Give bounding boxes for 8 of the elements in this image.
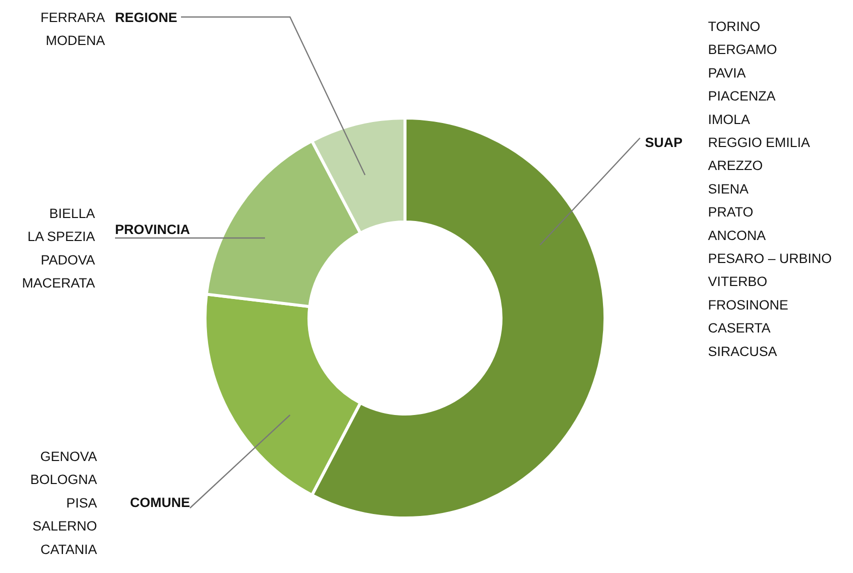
slice-label: PROVINCIA: [115, 222, 190, 237]
text: BIELLA LA SPEZIA PADOVA MACERATA: [22, 206, 95, 291]
slice-label: SUAP: [645, 135, 683, 150]
text: GENOVA BOLOGNA PISA SALERNO CATANIA: [30, 449, 97, 557]
text: TORINO BERGAMO PAVIA PIACENZA IMOLA REGGIO EMILIA AREZZO SIENA PRATO ANCONA PESARO – URBINO VITERBO FROSINONE CASERTA SIRACUSA: [708, 19, 832, 359]
slice-label: COMUNE: [130, 495, 190, 510]
slice-label: REGIONE: [115, 10, 178, 25]
text: FERRARA MODENA: [40, 10, 105, 48]
